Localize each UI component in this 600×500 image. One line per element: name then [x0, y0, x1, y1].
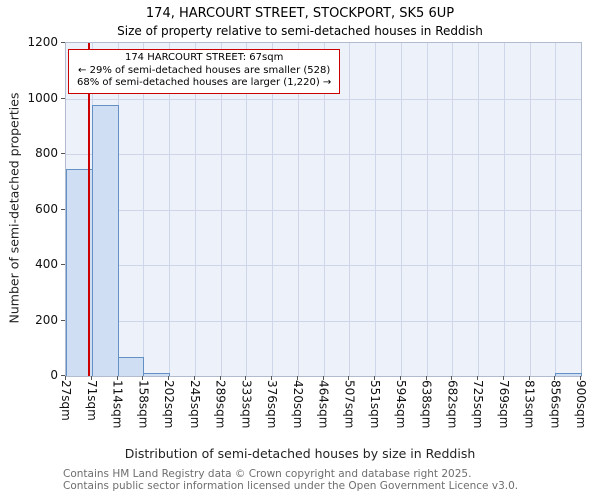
x-tick-mark [219, 376, 221, 380]
gridline-vertical [529, 43, 531, 376]
histogram-bar [91, 105, 119, 376]
y-tick-label: 800 [35, 146, 58, 160]
x-tick-mark [193, 376, 195, 380]
y-tick-mark [61, 319, 65, 321]
x-tick-mark [374, 376, 375, 380]
gridline-vertical [323, 43, 325, 376]
plot-area [65, 42, 582, 377]
gridline-vertical [375, 43, 376, 376]
gridline-vertical [349, 43, 351, 376]
x-tick-label: 725sqm [471, 380, 485, 429]
x-tick-label: 245sqm [187, 380, 202, 429]
gridline-vertical [169, 43, 170, 376]
x-tick-label: 594sqm [393, 380, 408, 429]
x-tick-label: 158sqm [136, 380, 151, 429]
chart-subtitle: Size of property relative to semi-detach… [117, 24, 483, 38]
histogram-bar [117, 356, 145, 376]
gridline-vertical [143, 43, 145, 376]
annotation-smaller-line: ← 29% of semi-detached houses are smalle… [78, 64, 331, 76]
x-tick-label: 856sqm [548, 380, 563, 429]
x-tick-mark [168, 376, 169, 380]
y-tick-label: 1000 [27, 90, 58, 105]
gridline-vertical [400, 43, 402, 376]
x-tick-label: 420sqm [290, 380, 305, 429]
x-tick-mark [399, 376, 401, 380]
y-tick-mark [61, 97, 65, 99]
y-tick-label: 0 [50, 368, 58, 382]
gridline-vertical [220, 43, 222, 376]
y-tick-mark [61, 42, 65, 43]
x-tick-label: 71sqm [84, 380, 99, 421]
gridline-vertical [503, 43, 505, 376]
x-tick-label: 376sqm [265, 380, 279, 429]
x-tick-mark [90, 376, 92, 380]
x-tick-mark [142, 376, 144, 380]
gridline-vertical [452, 43, 454, 376]
y-tick-mark [61, 208, 65, 210]
gridline-vertical [297, 43, 299, 376]
x-tick-mark [65, 376, 66, 380]
footer-licence-line: Contains public sector information licen… [63, 479, 519, 492]
x-tick-label: 27sqm [59, 380, 73, 421]
footer-copyright-line: Contains HM Land Registry data © Crown c… [63, 468, 472, 480]
footer: Contains HM Land Registry data © Crown c… [63, 468, 519, 492]
annotation-property-line: 174 HARCOURT STREET: 67sqm [124, 52, 284, 63]
x-tick-mark [502, 376, 504, 380]
x-tick-mark [348, 376, 350, 380]
x-tick-mark [477, 376, 478, 380]
y-tick-label: 1200 [27, 35, 58, 49]
x-tick-label: 289sqm [213, 380, 228, 429]
x-tick-label: 551sqm [368, 380, 382, 429]
gridline-vertical [194, 43, 196, 376]
x-tick-label: 202sqm [162, 380, 176, 429]
x-axis-label: Distribution of semi-detached houses by … [124, 446, 476, 461]
x-tick-mark [451, 376, 453, 380]
histogram-bar [143, 373, 170, 376]
x-tick-label: 900sqm [574, 380, 588, 429]
x-tick-label: 682sqm [445, 380, 460, 429]
x-tick-mark [271, 376, 272, 380]
x-tick-mark [554, 376, 556, 380]
annotation-larger-line: 68% of semi-detached houses are larger (… [77, 77, 332, 88]
x-tick-label: 769sqm [496, 380, 511, 429]
gridline-vertical [555, 43, 557, 376]
gridline-vertical [272, 43, 273, 376]
x-tick-mark [528, 376, 530, 380]
y-tick-label: 200 [35, 312, 58, 327]
x-tick-mark [322, 376, 324, 380]
gridline-vertical [246, 43, 248, 376]
x-tick-label: 813sqm [522, 380, 537, 429]
x-tick-label: 333sqm [239, 380, 254, 429]
y-tick-mark [61, 153, 65, 154]
x-tick-label: 507sqm [342, 380, 357, 429]
x-tick-label: 638sqm [419, 380, 434, 429]
histogram-bar [66, 169, 93, 376]
x-tick-mark [245, 376, 247, 380]
x-tick-label: 114sqm [110, 380, 125, 429]
x-tick-mark [296, 376, 298, 380]
gridline-vertical [478, 43, 479, 376]
annotation-box: 174 HARCOURT STREET: 67sqm ← 29% of semi… [68, 49, 341, 94]
x-tick-mark [580, 376, 581, 380]
y-tick-mark [61, 375, 65, 376]
y-tick-label: 600 [35, 201, 58, 216]
x-tick-label: 464sqm [316, 380, 331, 429]
chart-title: 174, HARCOURT STREET, STOCKPORT, SK5 6UP [145, 6, 455, 21]
histogram-bar [555, 373, 582, 376]
x-tick-mark [116, 376, 118, 380]
property-size-marker [88, 43, 91, 376]
y-tick-mark [61, 264, 65, 265]
x-tick-mark [425, 376, 427, 380]
y-tick-label: 400 [35, 257, 58, 271]
gridline-vertical [426, 43, 428, 376]
